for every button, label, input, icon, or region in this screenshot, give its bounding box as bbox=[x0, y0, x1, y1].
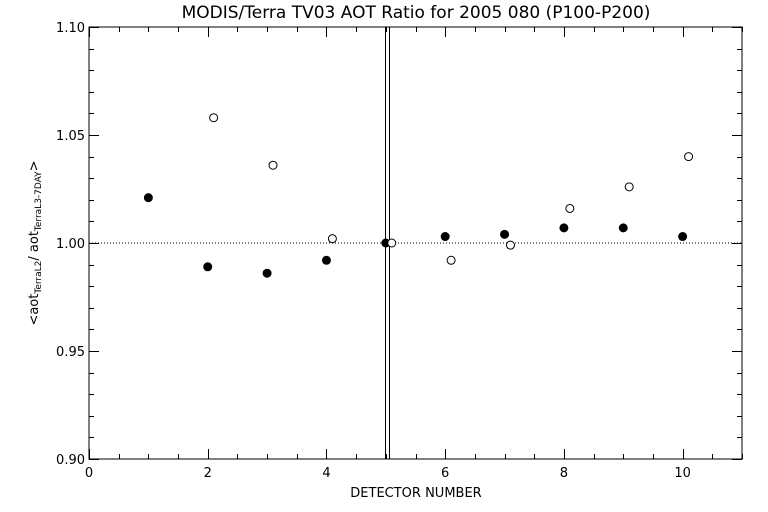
y-axis-label: <aotTerraL2/ aotTerraL3-7DAY> bbox=[27, 160, 44, 325]
data-point-filled bbox=[321, 255, 331, 265]
y-axis-label-sub1: TerraL2 bbox=[34, 261, 44, 295]
y-axis-label-mid: / aot bbox=[27, 231, 42, 261]
y-axis-label-prefix: <aot bbox=[27, 294, 42, 326]
chart-title: MODIS/Terra TV03 AOT Ratio for 2005 080 … bbox=[182, 3, 651, 23]
y-tick-label: 1.00 bbox=[56, 237, 85, 252]
data-point-open bbox=[505, 240, 515, 250]
data-point-filled bbox=[440, 232, 450, 242]
x-tick-label: 8 bbox=[560, 466, 568, 481]
data-point-filled bbox=[203, 262, 213, 272]
data-point-open bbox=[209, 113, 219, 123]
data-point-open bbox=[624, 182, 634, 192]
plot-area bbox=[89, 27, 742, 459]
y-tick-label: 0.90 bbox=[56, 453, 85, 468]
y-tick-label: 1.10 bbox=[56, 21, 85, 36]
data-point-filled bbox=[559, 223, 569, 233]
data-point-filled bbox=[262, 268, 272, 278]
data-point-filled bbox=[500, 229, 510, 239]
x-tick-label: 6 bbox=[441, 466, 449, 481]
data-point-open bbox=[268, 160, 278, 170]
data-point-open bbox=[327, 234, 337, 244]
y-tick-label: 0.95 bbox=[56, 345, 85, 360]
x-tick-label: 10 bbox=[674, 466, 691, 481]
y-axis-label-sub2: TerraL3-7DAY bbox=[34, 171, 44, 232]
data-point-filled bbox=[143, 193, 153, 203]
data-point-filled bbox=[618, 223, 628, 233]
axis-ticks: 0.90 0.95 1.00 1.05 1.10 0 2 4 6 8 10 bbox=[56, 21, 743, 481]
x-axis-label: DETECTOR NUMBER bbox=[350, 486, 481, 501]
x-tick-label: 4 bbox=[322, 466, 330, 481]
data-point-open bbox=[565, 203, 575, 213]
x-tick-label: 0 bbox=[85, 466, 93, 481]
y-tick-label: 1.05 bbox=[56, 129, 85, 144]
y-axis-label-suffix: > bbox=[27, 160, 42, 171]
x-tick-label: 2 bbox=[204, 466, 212, 481]
data-point-open bbox=[684, 152, 694, 162]
data-point-open bbox=[446, 255, 456, 265]
data-point-filled bbox=[678, 232, 688, 242]
data-point-open bbox=[387, 238, 397, 248]
data-points bbox=[143, 113, 694, 278]
